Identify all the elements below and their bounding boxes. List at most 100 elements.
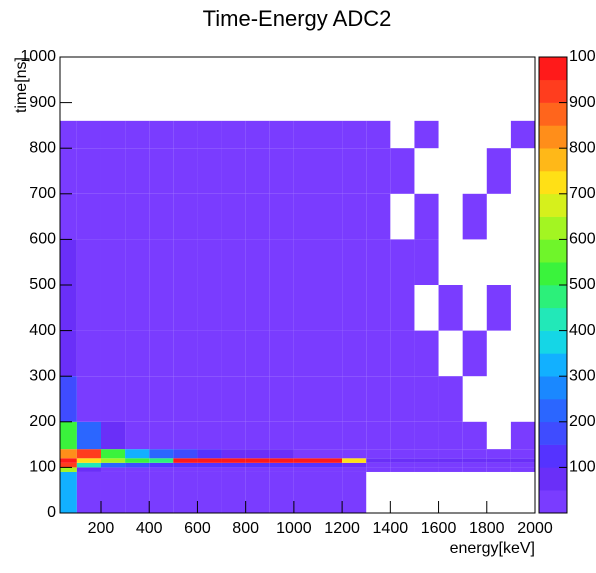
- colorbar-band: [539, 102, 567, 126]
- cell: [60, 471, 77, 513]
- cell: [76, 330, 101, 377]
- x-tick-label: 1400: [373, 520, 409, 537]
- cell: [462, 330, 487, 377]
- cell: [293, 120, 318, 149]
- cell: [197, 462, 222, 468]
- cell: [60, 458, 77, 463]
- cell: [125, 193, 150, 240]
- cell: [60, 120, 77, 149]
- cell: [221, 239, 246, 285]
- cell: [100, 120, 126, 149]
- cell: [173, 120, 198, 149]
- y-tick-label: 700: [29, 185, 56, 202]
- cell: [173, 421, 198, 450]
- cell: [414, 376, 439, 422]
- cell: [486, 148, 511, 194]
- colorbar-band: [539, 262, 567, 286]
- cell: [511, 376, 535, 422]
- cell: [317, 193, 343, 240]
- cell: [366, 467, 391, 472]
- cell: [414, 472, 438, 513]
- cell: [342, 193, 367, 240]
- cell: [293, 148, 318, 194]
- cell: [486, 462, 511, 468]
- cell: [245, 239, 270, 285]
- cell: [342, 330, 367, 377]
- cell: [462, 467, 487, 472]
- cell: [342, 458, 367, 463]
- colorbar-band: [539, 399, 567, 423]
- cell: [390, 148, 415, 194]
- colorbar-band: [539, 216, 567, 240]
- cell: [149, 330, 174, 377]
- cell: [414, 193, 439, 240]
- cell: [173, 148, 198, 194]
- cell: [125, 449, 150, 459]
- cell: [173, 330, 198, 377]
- cell: [221, 471, 246, 513]
- cell: [486, 285, 511, 331]
- cell: [149, 148, 174, 194]
- y-tick-label: 800: [29, 139, 56, 156]
- colorbar-band: [539, 125, 567, 149]
- cell: [125, 421, 150, 450]
- cell: [317, 467, 343, 472]
- cell: [438, 449, 463, 459]
- cell: [390, 467, 415, 472]
- cell: [414, 421, 439, 450]
- chart-title: Time-Energy ADC2: [203, 6, 392, 31]
- cell: [390, 421, 415, 450]
- cell: [414, 239, 439, 285]
- x-axis-label: energy[keV]: [450, 540, 535, 557]
- y-tick-label: 200: [29, 413, 56, 430]
- cell: [510, 458, 535, 463]
- cell: [269, 421, 294, 450]
- cell: [487, 376, 511, 422]
- colorbar-tick-label: 900: [569, 94, 596, 111]
- cell: [245, 467, 270, 472]
- cell: [125, 458, 150, 463]
- cell: [317, 449, 343, 459]
- cell: [269, 330, 294, 377]
- cell: [173, 458, 198, 463]
- cell: [342, 376, 367, 422]
- cell: [511, 148, 535, 194]
- cell: [463, 472, 487, 513]
- cell: [76, 462, 101, 468]
- cell: [76, 239, 101, 285]
- colorbar-tick-label: 400: [569, 322, 596, 339]
- cell: [60, 462, 77, 468]
- colorbar-band: [539, 444, 567, 468]
- cell: [463, 121, 487, 148]
- cell: [293, 376, 318, 422]
- cell: [173, 239, 198, 285]
- colorbar-tick-label: 100: [569, 459, 596, 476]
- cell: [149, 471, 174, 513]
- cell: [462, 458, 487, 463]
- cell: [245, 285, 270, 331]
- colorbar-band: [539, 193, 567, 217]
- cell: [414, 449, 439, 459]
- colorbar-band: [539, 307, 567, 331]
- cell: [197, 148, 222, 194]
- cell: [463, 285, 487, 331]
- cell: [462, 193, 487, 240]
- cell: [366, 421, 391, 450]
- cell: [390, 458, 415, 463]
- cell: [439, 148, 463, 194]
- cell: [269, 148, 294, 194]
- cell: [293, 193, 318, 240]
- cell: [100, 239, 126, 285]
- cell: [221, 120, 246, 149]
- cell: [414, 467, 439, 472]
- cell: [293, 285, 318, 331]
- cell: [221, 376, 246, 422]
- cell: [100, 467, 126, 472]
- cell: [462, 449, 487, 459]
- cell: [486, 467, 511, 472]
- cell: [317, 458, 343, 463]
- y-tick-label: 100: [29, 459, 56, 476]
- cell: [414, 462, 439, 468]
- cell: [438, 376, 463, 422]
